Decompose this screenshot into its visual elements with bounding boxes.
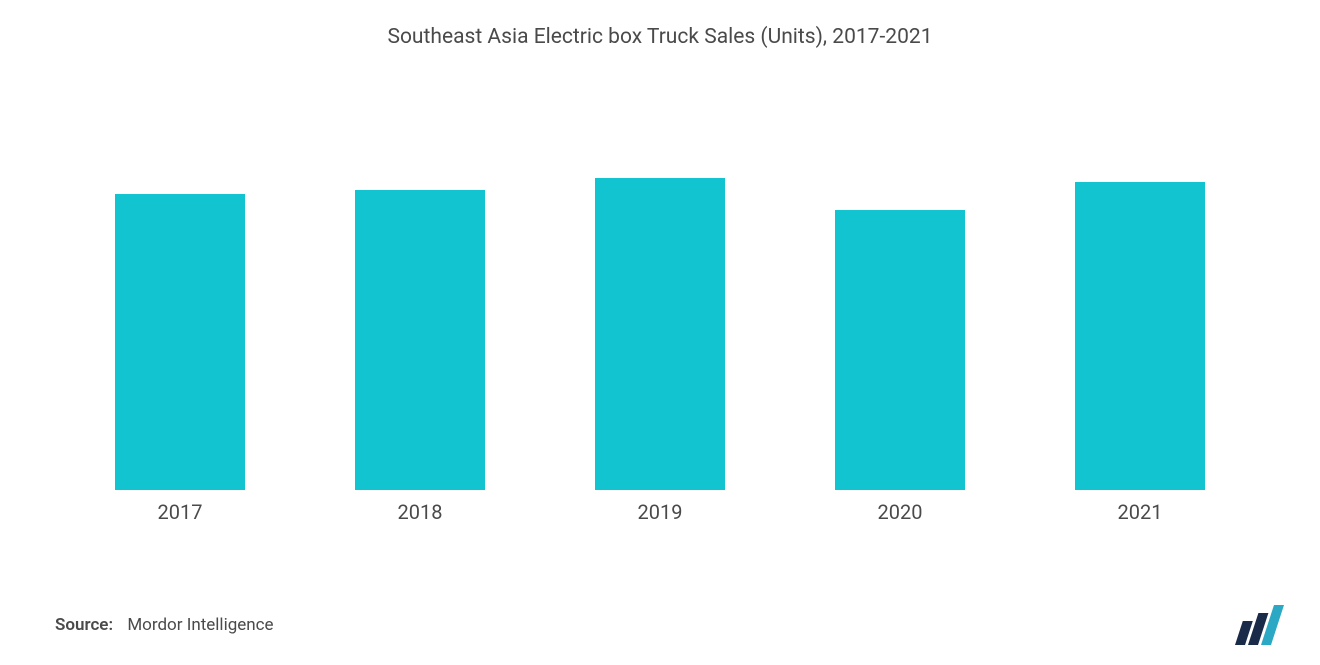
chart-title: Southeast Asia Electric box Truck Sales … (0, 25, 1320, 49)
x-axis-label: 2020 (780, 500, 1020, 524)
bar-slot (780, 90, 1020, 490)
bar (115, 194, 245, 490)
x-axis-label: 2018 (300, 500, 540, 524)
chart-container: Southeast Asia Electric box Truck Sales … (0, 0, 1320, 665)
x-axis-label: 2017 (60, 500, 300, 524)
plot-area (60, 90, 1260, 490)
x-axis-label: 2019 (540, 500, 780, 524)
x-axis-labels: 20172018201920202021 (60, 500, 1260, 524)
bar (835, 210, 965, 490)
source-text: Mordor Intelligence (127, 615, 273, 635)
bar (355, 190, 485, 490)
mordor-logo-icon (1230, 605, 1290, 645)
bar-slot (1020, 90, 1260, 490)
source-label: Source: (55, 615, 113, 635)
bar-slot (60, 90, 300, 490)
bar-slot (300, 90, 540, 490)
bar-group (60, 90, 1260, 490)
source-attribution: Source: Mordor Intelligence (55, 615, 274, 635)
bar (595, 178, 725, 490)
bar-slot (540, 90, 780, 490)
x-axis-label: 2021 (1020, 500, 1260, 524)
bar (1075, 182, 1205, 490)
